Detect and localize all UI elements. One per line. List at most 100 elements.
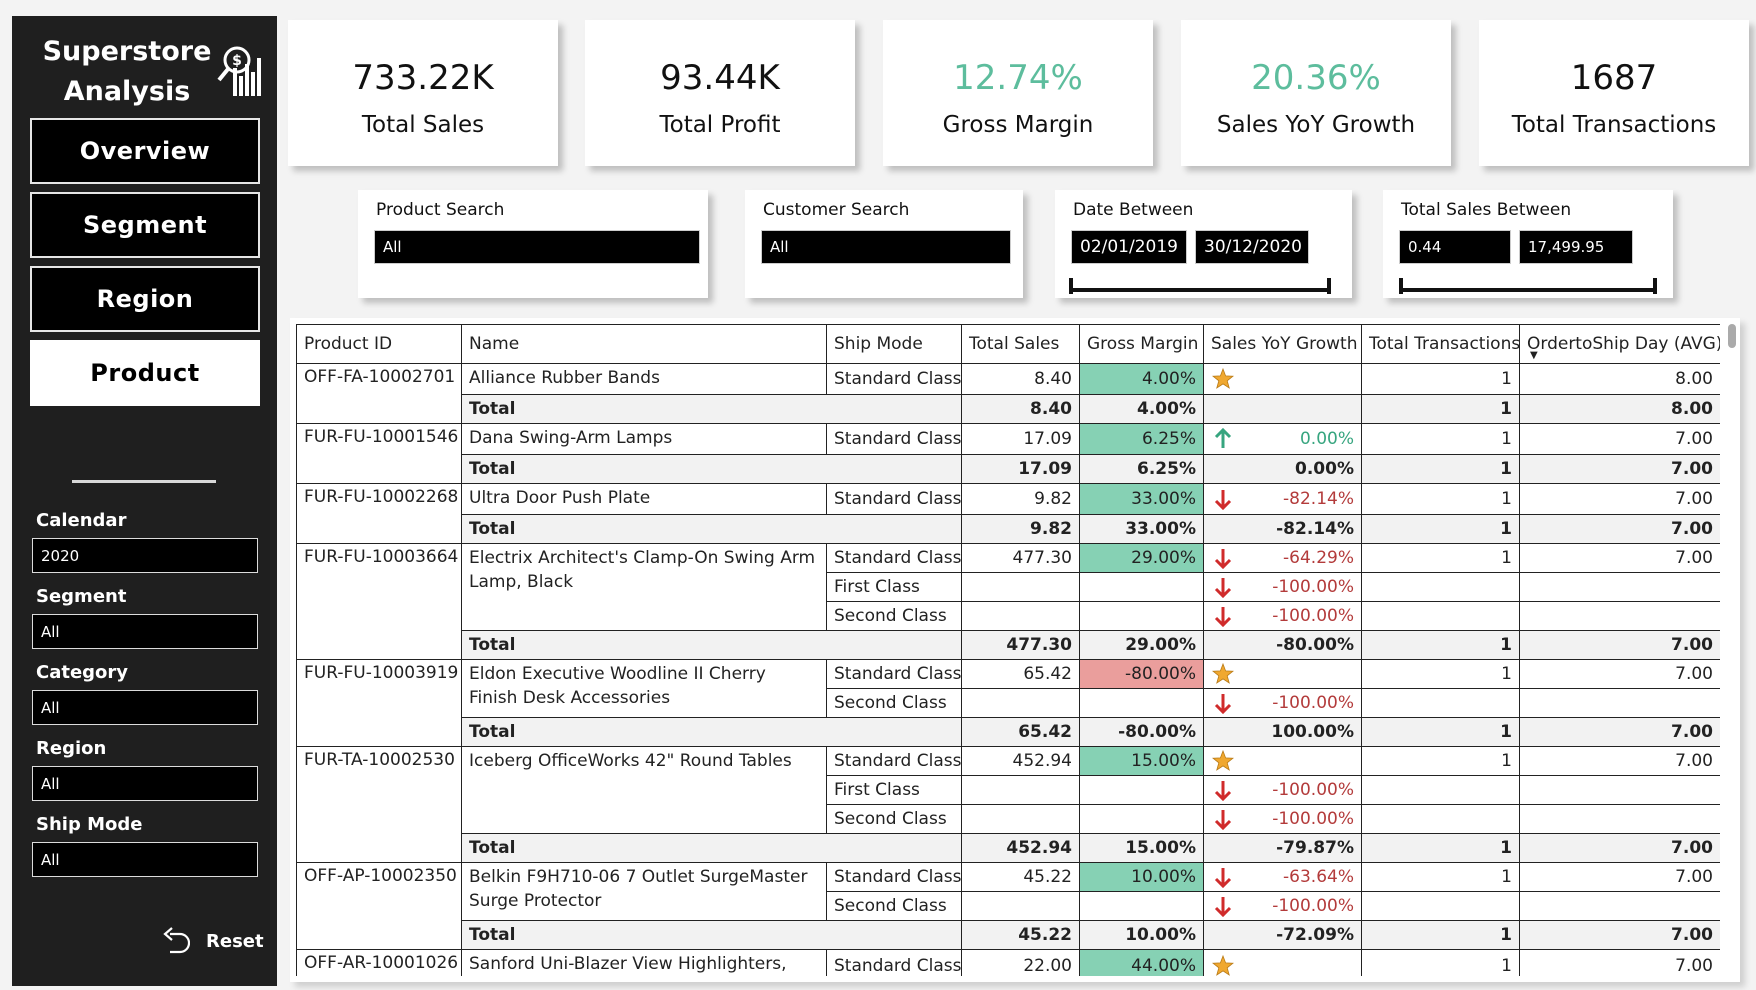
table-total-row[interactable]: Total 17.09 6.25% 0.00% 1 7.00: [297, 454, 1720, 484]
product-matrix-panel: Product ID Name Ship Mode Total Sales Gross …: [290, 318, 1740, 982]
analytics-logo-icon: $: [217, 46, 261, 96]
product-name-cell: Alliance Rubber Bands: [461, 363, 827, 395]
nav-overview-button[interactable]: Overview: [30, 118, 260, 184]
date-to-input[interactable]: 30/12/2020: [1195, 230, 1309, 264]
table-row[interactable]: First Class -100.00%: [297, 775, 1720, 805]
order-to-ship-days-cell: 7.00: [1519, 717, 1720, 747]
sales-range-handle-start[interactable]: [1399, 278, 1403, 294]
growth-indicator: [1211, 576, 1235, 598]
ship-mode-cell: Standard Class: [826, 543, 962, 573]
total-transactions-cell: 1: [1361, 394, 1520, 424]
table-row[interactable]: Second Class -100.00%: [297, 804, 1720, 834]
ship-mode-filter-dropdown[interactable]: All: [32, 842, 258, 877]
total-sales-cell: 45.22: [961, 920, 1080, 950]
product-id-cell: FUR-FU-10002268: [296, 483, 462, 544]
column-header-total-sales[interactable]: Total Sales: [961, 324, 1080, 364]
ship-mode-cell: Standard Class: [826, 363, 962, 395]
date-range-handle-end[interactable]: [1327, 278, 1331, 294]
date-range-handle-start[interactable]: [1069, 278, 1073, 294]
table-total-row[interactable]: Total 65.42 -80.00% 100.00% 1 7.00: [297, 717, 1720, 747]
product-search-input[interactable]: All: [374, 230, 700, 264]
sales-range-handle-end[interactable]: [1653, 278, 1657, 294]
star-icon: [1212, 368, 1234, 389]
product-search-slicer: Product Search All: [358, 190, 708, 298]
table-row[interactable]: FUR-TA-10002530 Iceberg OfficeWorks 42" R…: [296, 746, 1720, 863]
product-matrix-scroll[interactable]: Product ID Name Ship Mode Total Sales Gross …: [296, 324, 1720, 976]
segment-filter-dropdown[interactable]: All: [32, 614, 258, 649]
column-header-ordertoship-day-avg[interactable]: OrdertoShip Day (AVG) ▼: [1519, 324, 1720, 364]
column-header-ship-mode[interactable]: Ship Mode: [826, 324, 962, 364]
table-row[interactable]: FUR-FU-10002268 Ultra Door Push Plate Stan…: [296, 483, 1720, 544]
total-transactions-cell: 1: [1361, 949, 1520, 976]
column-header-name[interactable]: Name: [461, 324, 827, 364]
total-label: Total: [461, 920, 962, 950]
sales-from-input[interactable]: 0.44: [1399, 230, 1511, 264]
order-to-ship-days-cell: 7.00: [1519, 423, 1720, 455]
growth-indicator: [1211, 779, 1235, 801]
sales-to-input[interactable]: 17,499.95: [1519, 230, 1633, 264]
table-row[interactable]: OFF-AR-10001026 Sanford Uni-Blazer View H…: [296, 949, 1720, 976]
table-total-row[interactable]: Total 45.22 10.00% -72.09% 1 7.00: [297, 920, 1720, 950]
total-transactions-cell: 1: [1361, 833, 1520, 863]
total-transactions-cell: 1: [1361, 630, 1520, 660]
sales-yoy-growth-cell: [1203, 949, 1362, 976]
total-transactions-cell: 1: [1361, 363, 1520, 395]
column-header-sales-yoy-growth[interactable]: Sales YoY Growth: [1203, 324, 1362, 364]
gross-margin-cell: -80.00%: [1079, 717, 1204, 747]
growth-content: [1211, 663, 1354, 685]
sort-descending-icon: ▼: [1530, 350, 1538, 361]
sales-range-track[interactable]: [1399, 288, 1657, 292]
star-icon: [1212, 750, 1234, 771]
table-total-row[interactable]: Total 452.94 15.00% -79.87% 1 7.00: [297, 833, 1720, 863]
table-total-row[interactable]: Total 477.30 29.00% -80.00% 1 7.00: [297, 630, 1720, 660]
total-sales-cell: 452.94: [961, 833, 1080, 863]
table-total-row[interactable]: Total 9.82 33.00% -82.14% 1 7.00: [297, 514, 1720, 544]
growth-value: -64.29%: [1283, 548, 1354, 568]
order-to-ship-days-cell: [1519, 775, 1720, 805]
total-transactions-cell: [1361, 572, 1520, 602]
table-row[interactable]: FUR-FU-10003664 Electrix Architect's Clam…: [296, 543, 1720, 660]
table-row[interactable]: Second Class -100.00%: [297, 688, 1720, 718]
customer-search-input[interactable]: All: [761, 230, 1011, 264]
date-from-input[interactable]: 02/01/2019: [1071, 230, 1187, 264]
nav-region-button[interactable]: Region: [30, 266, 260, 332]
order-to-ship-days-cell: 7.00: [1519, 514, 1720, 544]
region-filter-dropdown[interactable]: All: [32, 766, 258, 801]
growth-value: -82.14%: [1283, 489, 1354, 509]
column-header-total-transactions[interactable]: Total Transactions: [1361, 324, 1520, 364]
total-transactions-cell: [1361, 601, 1520, 631]
nav-segment-button[interactable]: Segment: [30, 192, 260, 258]
table-total-row[interactable]: Total 8.40 4.00% 1 8.00: [297, 394, 1720, 424]
calendar-filter-dropdown[interactable]: 2020: [32, 538, 258, 573]
total-transactions-cell: 1: [1361, 454, 1520, 484]
table-row[interactable]: FUR-FU-10003919 Eldon Executive Woodline …: [296, 659, 1720, 747]
total-sales-cell: [961, 572, 1080, 602]
sales-yoy-growth-cell: [1203, 746, 1362, 776]
reset-button[interactable]: Reset: [162, 926, 264, 956]
category-filter-dropdown[interactable]: All: [32, 690, 258, 725]
gross-margin-cell: [1079, 804, 1204, 834]
sales-yoy-growth-cell: 100.00%: [1203, 717, 1362, 747]
total-transactions-cell: 1: [1361, 514, 1520, 544]
nav-product-button[interactable]: Product: [30, 340, 260, 406]
sales-between-slicer: Total Sales Between 0.44 17,499.95: [1383, 190, 1673, 298]
product-id-cell: OFF-FA-10002701: [296, 363, 462, 424]
growth-indicator: [1211, 663, 1235, 685]
product-name-cell: Iceberg OfficeWorks 42" Round Tables: [461, 746, 827, 834]
column-header-label: OrdertoShip Day (AVG): [1527, 334, 1720, 354]
sales-yoy-growth-cell: 0.00%: [1203, 454, 1362, 484]
gross-margin-kpi-label: Gross Margin: [942, 112, 1094, 138]
table-row[interactable]: Second Class -100.00%: [297, 891, 1720, 921]
table-row[interactable]: OFF-FA-10002701 Alliance Rubber Bands Stan…: [296, 363, 1720, 424]
date-range-track[interactable]: [1069, 288, 1331, 292]
total-transactions-cell: [1361, 688, 1520, 718]
table-row[interactable]: FUR-FU-10001546 Dana Swing-Arm Lamps Stand…: [296, 423, 1720, 484]
table-row[interactable]: OFF-AP-10002350 Belkin F9H710-06 7 Outlet…: [296, 862, 1720, 950]
growth-content: 0.00%: [1211, 428, 1354, 450]
table-scrollbar[interactable]: [1728, 324, 1736, 348]
table-body: OFF-FA-10002701 Alliance Rubber Bands Stan…: [296, 363, 1720, 976]
table-row[interactable]: First Class -100.00%: [297, 572, 1720, 602]
column-header-gross-margin[interactable]: Gross Margin: [1079, 324, 1204, 364]
table-row[interactable]: Second Class -100.00%: [297, 601, 1720, 631]
column-header-product-id[interactable]: Product ID: [296, 324, 462, 364]
